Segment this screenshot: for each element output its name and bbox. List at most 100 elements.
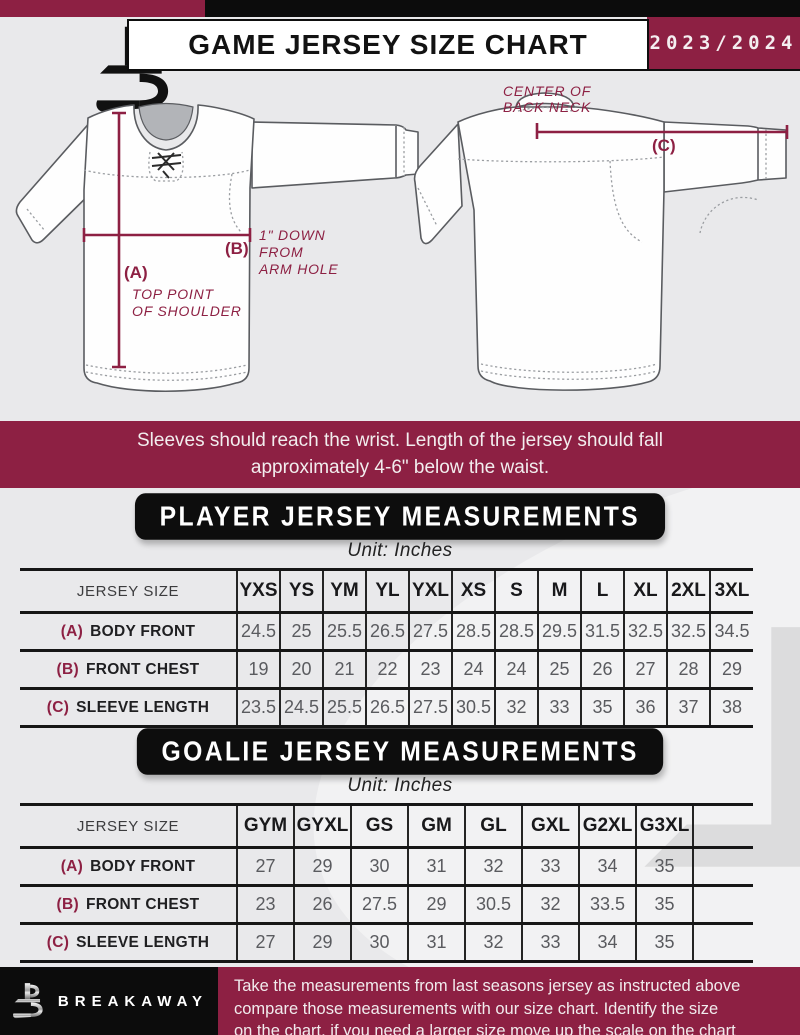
measurement-value: 27 [236, 922, 294, 963]
measurement-value: 31.5 [580, 611, 624, 651]
player-unit-label: Unit: Inches [347, 540, 453, 561]
goalie-unit-label: Unit: Inches [347, 775, 453, 796]
measurement-value: 31 [407, 846, 465, 886]
measurement-value: 27.5 [408, 687, 452, 728]
collar-laces [151, 152, 182, 179]
measurement-value: 30 [350, 922, 408, 963]
size-column-header: GL [464, 803, 522, 848]
measurement-key: (B) [56, 660, 79, 678]
measurement-value: 27.5 [408, 611, 452, 651]
goalie-size-table: JERSEY SIZE GYM GYXL GS GM GL GXL G2XL G3XL (A) BO… [20, 803, 753, 963]
measurement-row-label: (C) SLEEVE LENGTH [20, 922, 237, 963]
measurement-value: 29 [293, 846, 351, 886]
footer-note-line2: compare those measurements with our size… [234, 999, 719, 1018]
measurement-value: 28.5 [494, 611, 538, 651]
measurement-value: 26.5 [365, 687, 409, 728]
size-column-header: YXS [236, 568, 280, 613]
size-column-header: L [580, 568, 624, 613]
footer-brand: BREAKAWAY [0, 967, 218, 1035]
player-section-title: PLAYER JERSEY MEASUREMENTS [135, 493, 665, 540]
size-column-header: G2XL [578, 803, 636, 848]
measurement-value: 19 [236, 649, 280, 689]
measurement-row: (C) SLEEVE LENGTH 23.5 24.5 25.5 26.5 27.5 30.5… [20, 687, 753, 728]
measurement-value: 34.5 [709, 611, 753, 651]
measurement-row-label: (C) SLEEVE LENGTH [20, 687, 237, 728]
size-column-header: 3XL [709, 568, 753, 613]
open-cell [692, 803, 753, 848]
measurement-value: 28.5 [451, 611, 495, 651]
open-cell [692, 846, 753, 886]
size-column-header: M [537, 568, 581, 613]
front-b-note-line2: FROM [259, 244, 303, 260]
measurement-name: BODY FRONT [90, 857, 196, 875]
fit-instructions-banner: Sleeves should reach the wrist. Length o… [0, 421, 800, 488]
measurement-value: 27 [623, 649, 667, 689]
measurement-value: 32 [494, 687, 538, 728]
back-c-note-line1: CENTER OF [503, 83, 592, 99]
measurement-value: 32 [464, 922, 522, 963]
measurement-row-label: (A) BODY FRONT [20, 611, 237, 651]
size-column-header: GYM [236, 803, 294, 848]
measurement-value: 35 [635, 922, 693, 963]
measurement-value: 32 [521, 884, 579, 924]
player-section-header: PLAYER JERSEY MEASUREMENTS [0, 493, 800, 540]
footer-brand-name: BREAKAWAY [57, 992, 209, 1010]
size-column-header: YS [279, 568, 323, 613]
measurement-value: 35 [580, 687, 624, 728]
size-column-header: YXL [408, 568, 452, 613]
size-column-header: G3XL [635, 803, 693, 848]
measurement-value: 32 [464, 846, 522, 886]
measurement-value: 21 [322, 649, 366, 689]
measurement-value: 33 [521, 922, 579, 963]
measurement-value: 23 [408, 649, 452, 689]
measurement-value: 24.5 [236, 611, 280, 651]
measurement-value: 27.5 [350, 884, 408, 924]
banner-line1: Sleeves should reach the wrist. Length o… [137, 430, 663, 451]
measurement-value: 33.5 [578, 884, 636, 924]
measurement-key: (C) [46, 933, 70, 951]
measurement-value: 32.5 [623, 611, 667, 651]
front-a-note-line1: TOP POINT [132, 286, 215, 302]
measurement-value: 26 [293, 884, 351, 924]
player-size-table: JERSEY SIZE YXS YS YM YL YXL XS S M L XL 2XL 3XL (A) B… [20, 568, 753, 728]
open-cell [692, 922, 753, 963]
breakaway-footer-logo-icon [12, 983, 43, 1019]
front-jersey-illustration [15, 102, 419, 393]
measurement-value: 25 [279, 611, 323, 651]
measurement-value: 29 [709, 649, 753, 689]
size-column-header: YM [322, 568, 366, 613]
back-jersey-illustration [413, 92, 787, 391]
size-column-header: GM [407, 803, 465, 848]
measurement-line-b [82, 228, 252, 242]
measurement-key: (B) [56, 895, 79, 913]
measurement-value: 33 [521, 846, 579, 886]
goalie-section-header: GOALIE JERSEY MEASUREMENTS [0, 728, 800, 775]
measurement-value: 37 [666, 687, 710, 728]
measurement-value: 34 [578, 846, 636, 886]
measurement-name: FRONT CHEST [85, 895, 200, 913]
measurement-row: (B) FRONT CHEST 19 20 21 22 23 24 24 25 26 27 28 29 [20, 649, 753, 689]
front-a-note-line2: OF SHOULDER [132, 303, 242, 319]
measurement-value: 22 [365, 649, 409, 689]
front-b-note-line1: 1" DOWN [259, 227, 326, 243]
measurement-value: 30 [350, 846, 408, 886]
measurement-row: (B) FRONT CHEST 23 26 27.5 29 30.5 32 33.5 35 [20, 884, 753, 924]
measurement-name: FRONT CHEST [85, 660, 200, 678]
size-column-header: YL [365, 568, 409, 613]
measurement-row: (C) SLEEVE LENGTH 27 29 30 31 32 33 34 35 [20, 922, 753, 963]
footer-note-line1: Take the measurements from last seasons … [234, 977, 741, 995]
banner-line2: approximately 4-6" below the waist. [250, 457, 550, 478]
measurement-value: 25.5 [322, 687, 366, 728]
measurement-value: 24 [494, 649, 538, 689]
measurement-row: (A) BODY FRONT 27 29 30 31 32 33 34 35 [20, 846, 753, 886]
back-c-note-line2: BACK NECK [503, 99, 591, 115]
measurement-value: 29 [293, 922, 351, 963]
measurement-value: 29.5 [537, 611, 581, 651]
measurement-value: 32.5 [666, 611, 710, 651]
measurement-line-a [112, 111, 126, 369]
measurement-key: (C) [46, 698, 70, 716]
measurement-name: SLEEVE LENGTH [76, 698, 210, 716]
size-column-header: 2XL [666, 568, 710, 613]
size-column-header: XL [623, 568, 667, 613]
open-cell [692, 884, 753, 924]
